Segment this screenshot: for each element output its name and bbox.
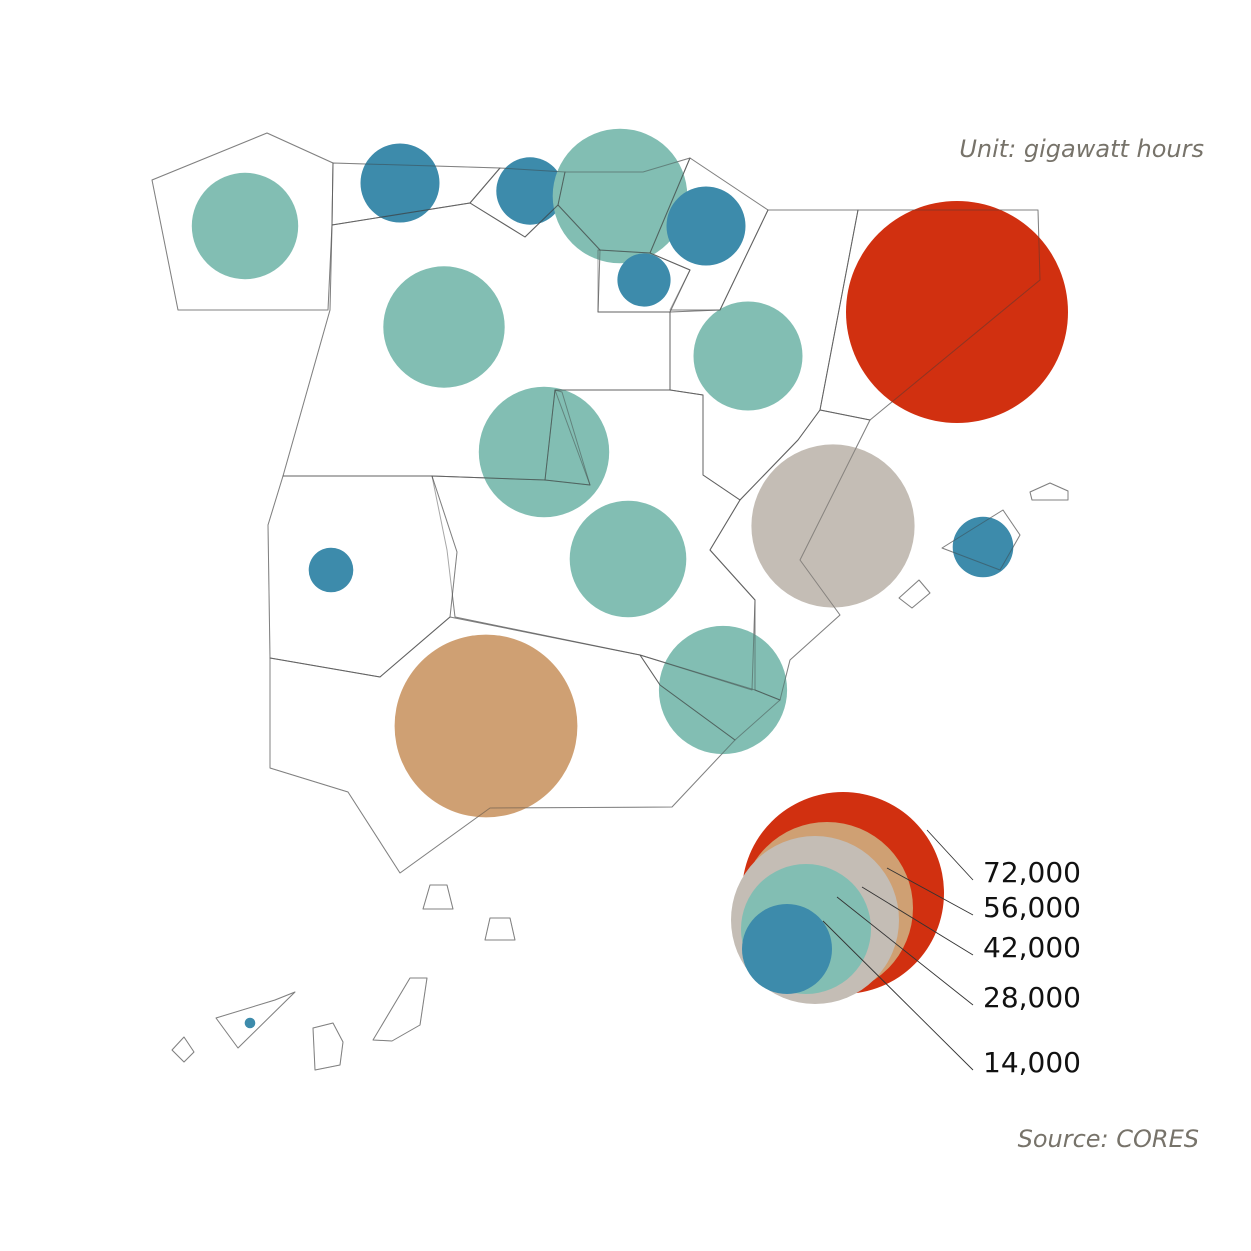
region-melilla [484, 917, 516, 941]
legend-leader-28000 [836, 896, 974, 1006]
legend-circle-14000 [742, 904, 832, 994]
legend-label-72000: 72,000 [983, 856, 1081, 889]
region-la-rioja-overlay [597, 249, 691, 313]
region-andalusia-overlay [269, 616, 736, 874]
region-la-gomera-overlay [171, 1036, 195, 1063]
bubble-aragon [693, 301, 803, 411]
region-galicia-overlay [151, 132, 334, 311]
legend-label-42000: 42,000 [983, 931, 1081, 964]
bubble-murcia [658, 625, 788, 755]
region-gran-canaria-overlay [312, 1022, 344, 1071]
region-murcia-overlay [639, 654, 781, 741]
region-ceuta-overlay [422, 884, 454, 910]
size-legend: 72,000 56,000 42,000 28,000 14,000 [731, 792, 1081, 1079]
legend-leader-14000 [822, 920, 974, 1071]
bubble-catalonia [846, 201, 1068, 423]
region-asturias-overlay [331, 162, 501, 226]
region-ibiza-overlay [898, 579, 931, 609]
legend-label-56000: 56,000 [983, 891, 1081, 924]
region-madrid-overlay [544, 389, 591, 486]
unit-note: Unit: gigawatt hours [959, 135, 1204, 163]
region-tenerife-overlay [215, 991, 296, 1049]
region-ceuta [422, 884, 454, 910]
bubble-extremadura [308, 547, 354, 593]
bubble-balearic-islands [952, 516, 1014, 578]
region-basque-country-overlay [557, 157, 691, 254]
bubble-la-rioja [617, 253, 671, 307]
bubble-madrid [478, 386, 610, 518]
legend-leader-72000 [926, 829, 974, 881]
region-fuerteventura [372, 977, 428, 1042]
legend-label-28000: 28,000 [983, 981, 1081, 1014]
consumption-bubbles [191, 128, 1068, 1029]
bubble-andalusia [394, 634, 578, 818]
region-outline-overlay [151, 132, 1069, 1071]
bubble-canary-islands [244, 1017, 256, 1029]
region-castile-and-leon-overlay [282, 202, 671, 481]
bubble-cantabria [496, 157, 564, 225]
bubble-valencian-community [751, 444, 915, 608]
region-extremadura-overlay [267, 475, 458, 678]
region-cantabria-overlay [469, 167, 566, 238]
region-ibiza [898, 579, 931, 609]
bubble-galicia [191, 172, 299, 280]
region-fuerteventura-overlay [372, 977, 428, 1042]
region-navarre-overlay [649, 157, 769, 311]
region-valencian-community-overlay [709, 409, 871, 701]
region-menorca-overlay [1029, 482, 1069, 501]
region-tenerife [215, 991, 296, 1049]
source-note: Source: CORES [1018, 1125, 1199, 1153]
region-menorca [1029, 482, 1069, 501]
bubble-castile-la-mancha [569, 500, 687, 618]
region-melilla-overlay [484, 917, 516, 941]
region-gran-canaria [312, 1022, 344, 1071]
bubble-basque-country [552, 128, 688, 264]
legend-leader-56000 [886, 867, 974, 916]
region-catalonia-overlay [819, 209, 1041, 421]
legend-label-14000: 14,000 [983, 1046, 1081, 1079]
region-mallorca-overlay [941, 509, 1021, 571]
region-castile-la-mancha-overlay [431, 389, 756, 691]
bubble-asturias [360, 143, 440, 223]
legend-leader-42000 [861, 886, 974, 956]
region-la-gomera [171, 1036, 195, 1063]
bubble-castile-and-leon [383, 266, 505, 388]
region-aragon-overlay [669, 209, 859, 501]
bubble-navarre [666, 186, 746, 266]
